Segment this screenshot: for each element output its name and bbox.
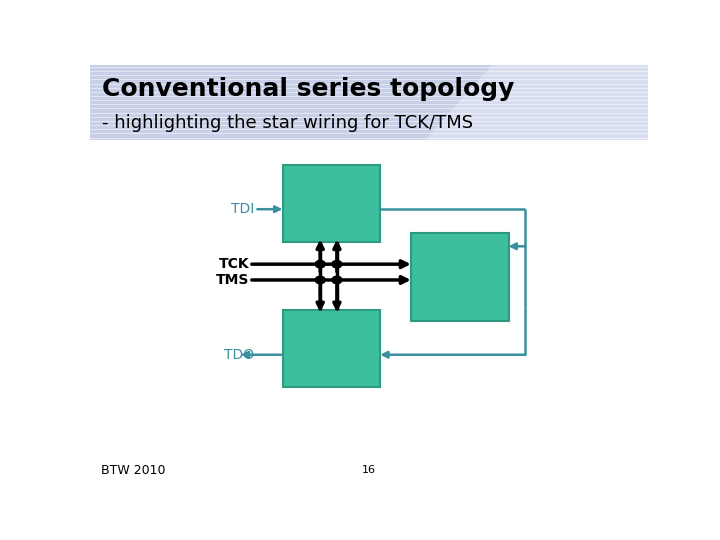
Circle shape: [332, 276, 342, 284]
Text: - highlighting the star wiring for TCK/TMS: - highlighting the star wiring for TCK/T…: [102, 114, 474, 132]
Text: 16: 16: [362, 465, 376, 475]
Text: Conventional series topology: Conventional series topology: [102, 77, 515, 101]
Bar: [90, 65, 648, 140]
Text: TMS: TMS: [216, 273, 249, 287]
Bar: [282, 310, 380, 387]
Polygon shape: [425, 65, 648, 140]
Bar: [411, 233, 508, 321]
Circle shape: [315, 260, 325, 268]
Text: TDO: TDO: [225, 348, 255, 362]
Text: TCK: TCK: [218, 257, 249, 271]
Text: TDI: TDI: [231, 202, 255, 216]
Circle shape: [315, 276, 325, 284]
Text: BTW 2010: BTW 2010: [101, 464, 166, 477]
Bar: [282, 165, 380, 241]
Circle shape: [332, 260, 342, 268]
